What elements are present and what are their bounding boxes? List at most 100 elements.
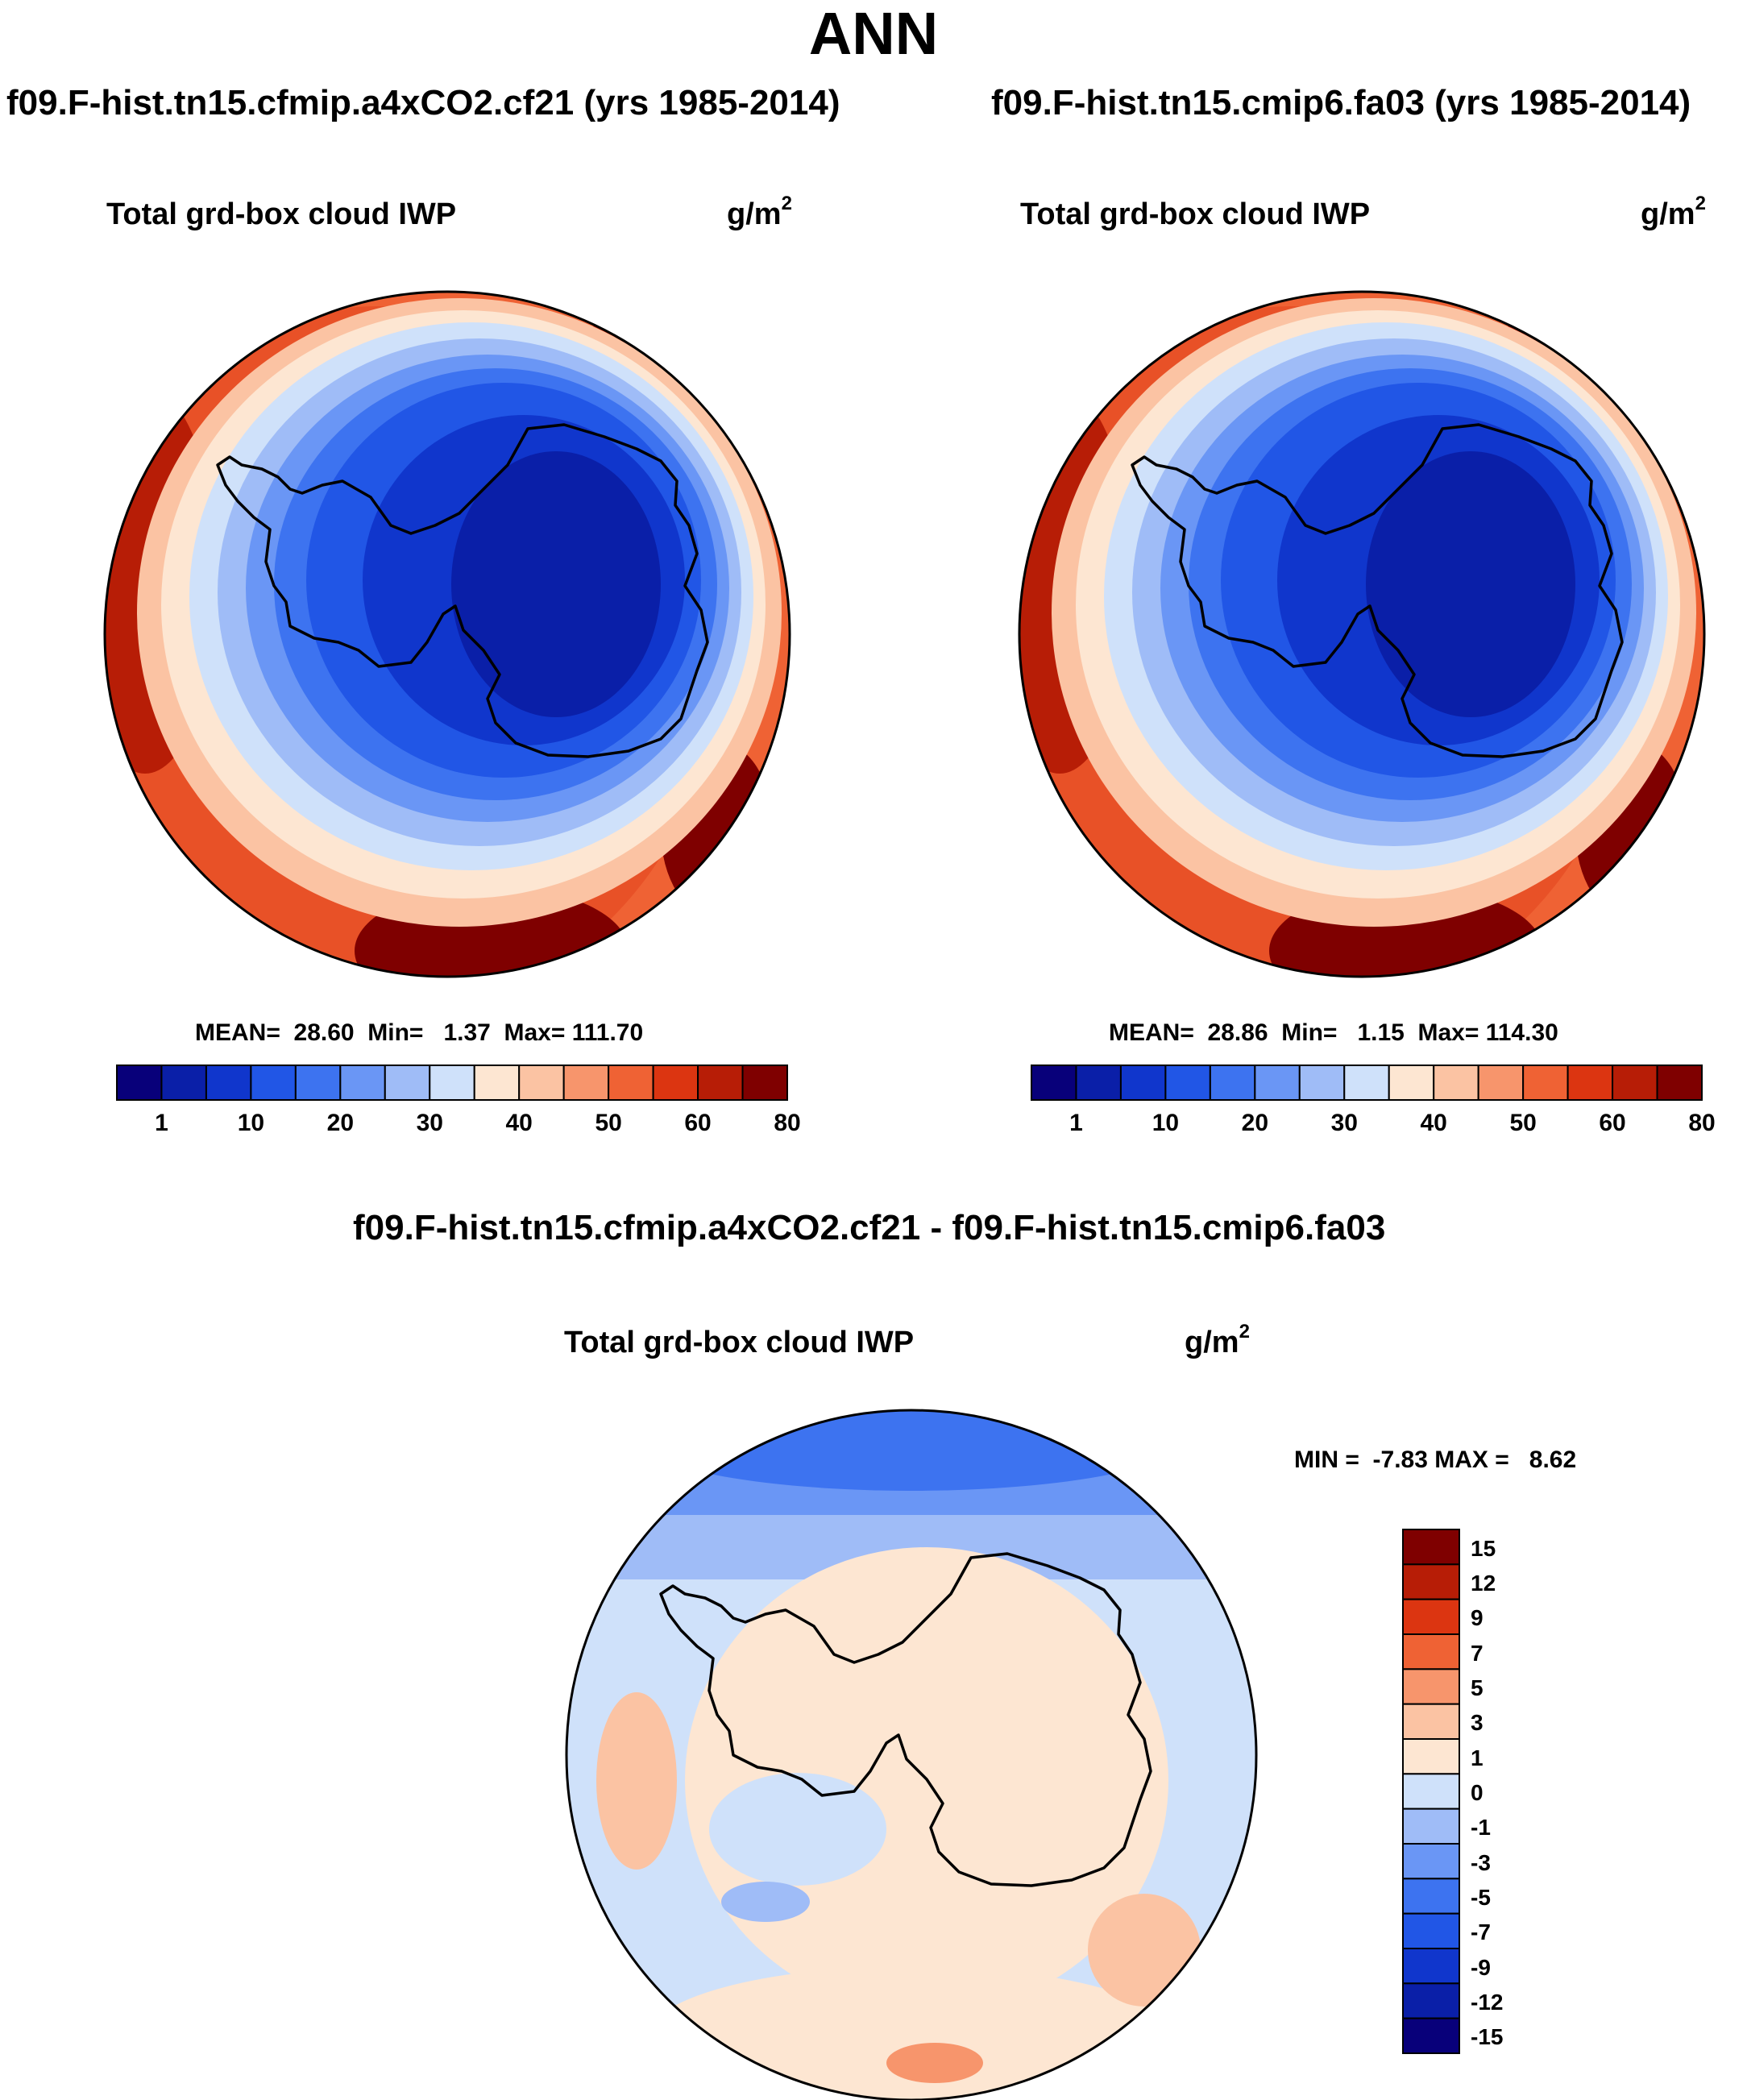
panel-1-colorbar-tick-label: 30 (416, 1110, 443, 1136)
panel-3-se-positive (1088, 1894, 1201, 2007)
panel-1-stats: MEAN= 28.60 Min= 1.37 Max= 111.70 (195, 1019, 644, 1046)
panel-1-colorbar-tick-label: 50 (595, 1110, 622, 1136)
panel-1-colorbar-cell (250, 1065, 297, 1101)
panel-1-colorbar-tick-label: 1 (155, 1110, 168, 1136)
panel-2-colorbar-cell (1298, 1065, 1346, 1101)
panel-3-colorbar-tick-label: 12 (1471, 1571, 1496, 1596)
panel-2-colorbar-tick-label: 30 (1330, 1110, 1358, 1136)
panel-2-units: g/m2 (1641, 193, 1706, 232)
panel-3-colorbar-tick-label: 9 (1471, 1605, 1483, 1631)
panel-1-map-border (103, 290, 791, 978)
panel-1-colorbar-cell (339, 1065, 386, 1101)
panel-3-colorbar-tick-label: -15 (1471, 2024, 1504, 2050)
panel-2-contour-5 (1366, 451, 1575, 717)
panel-3-north-minimum (629, 1410, 1193, 1491)
panel-1-colorbar-cell (608, 1065, 654, 1101)
panel-3-colorbar-tick-label: 5 (1471, 1675, 1483, 1700)
panel-2-colorbar-cell (1075, 1065, 1122, 1101)
panel-1-map (103, 290, 791, 978)
panel-2-colorbar-cell (1612, 1065, 1658, 1101)
panel-1-colorbar-cell (652, 1065, 699, 1101)
panel-2-colorbar-cell (1164, 1065, 1211, 1101)
panel-3-colorbar-cell (1402, 1843, 1460, 1880)
panel-3-colorbar-tick-label: 3 (1471, 1710, 1483, 1736)
panel-2-colorbar-tick-label: 40 (1420, 1110, 1447, 1136)
panel-2-colorbar-tick-label: 50 (1509, 1110, 1537, 1136)
panel-1-colorbar-cell (518, 1065, 565, 1101)
panel-3-colorbar-cell (1402, 1982, 1460, 2019)
panel-1-colorbar-cell (384, 1065, 431, 1101)
panel-1-colorbar-cell (697, 1065, 744, 1101)
panel-3-colorbar-tick-label: 0 (1471, 1780, 1483, 1805)
panel-1-case-title: f09.F-hist.tn15.cfmip.a4xCO2.cf21 (yrs 1… (6, 83, 840, 122)
panel-3-colorbar-cell (1402, 1738, 1460, 1775)
panel-3-colorbar-tick-label: -9 (1471, 1954, 1491, 1980)
panel-1-colorbar-cell (294, 1065, 342, 1101)
panel-3-south-maximum (886, 2043, 983, 2083)
panel-3-colorbar-cell (1402, 1878, 1460, 1915)
panel-1-colorbar-cell (160, 1065, 207, 1101)
panel-3-colorbar-cell (1402, 1948, 1460, 1985)
panel-2-colorbar-cell (1522, 1065, 1569, 1101)
panel-3-colorbar-cell (1402, 1563, 1460, 1600)
panel-1-contour-5 (451, 451, 661, 717)
panel-3-colorbar-cell (1402, 1598, 1460, 1635)
panel-2-colorbar-tick-label: 10 (1152, 1110, 1180, 1136)
panel-3-stats: MIN = -7.83 MAX = 8.62 (1294, 1446, 1577, 1473)
panel-2-map-border (1018, 290, 1706, 978)
panel-1-units: g/m2 (727, 193, 792, 232)
panel-2-colorbar-cell (1031, 1065, 1077, 1101)
panel-3-colorbar-cell (1402, 1912, 1460, 1950)
panel-2-map (1018, 290, 1706, 978)
panel-1-colorbar-tick-label: 60 (684, 1110, 712, 1136)
panel-3-colorbar-tick-label: -7 (1471, 1919, 1491, 1945)
panel-3-west-positive (596, 1692, 677, 1870)
panel-3-colorbar-tick-label: 7 (1471, 1640, 1483, 1666)
panel-3-colorbar-cell (1402, 1529, 1460, 1566)
panel-1-variable-label: Total grd-box cloud IWP (106, 197, 457, 231)
panel-2-colorbar-cell (1388, 1065, 1435, 1101)
panel-2-colorbar-tick-label: 20 (1241, 1110, 1269, 1136)
panel-3-colorbar-tick-label: 15 (1471, 1535, 1496, 1561)
panel-2-colorbar-cell (1656, 1065, 1703, 1101)
panel-2-colorbar-cell (1477, 1065, 1525, 1101)
panel-2-colorbar-cell (1209, 1065, 1256, 1101)
panel-1-colorbar-tick-label: 10 (237, 1110, 265, 1136)
panel-3-colorbar (1402, 1529, 1460, 2055)
panel-3-colorbar-cell (1402, 1773, 1460, 1810)
panel-3-map (565, 1409, 1258, 2100)
panel-1-colorbar-tick-label: 20 (326, 1110, 355, 1136)
panel-1-colorbar-cell (562, 1065, 610, 1101)
panel-3-colorbar-tick-label: -3 (1471, 1849, 1491, 1875)
panel-1-colorbar-cell (429, 1065, 475, 1101)
panel-2-colorbar-tick-label: 60 (1599, 1110, 1626, 1136)
panel-3-colorbar-cell (1402, 2017, 1460, 2055)
panel-1-colorbar-cell (116, 1065, 163, 1101)
panel-3-colorbar-cell (1402, 1633, 1460, 1670)
panel-3-case-title: f09.F-hist.tn15.cfmip.a4xCO2.cf21 - f09.… (353, 1208, 1386, 1247)
panel-1-colorbar-tick-label: 80 (774, 1110, 801, 1136)
panel-2-stats: MEAN= 28.86 Min= 1.15 Max= 114.30 (1109, 1019, 1558, 1046)
panel-2-colorbar-cell (1119, 1065, 1167, 1101)
panel-2-variable-label: Total grd-box cloud IWP (1020, 197, 1371, 231)
panel-2-colorbar-tick-label: 80 (1688, 1110, 1716, 1136)
panel-1-colorbar-cell (205, 1065, 252, 1101)
panel-2-colorbar-cell (1343, 1065, 1390, 1101)
panel-1-colorbar (116, 1065, 788, 1101)
panel-2-case-title: f09.F-hist.tn15.cmip6.fa03 (yrs 1985-201… (991, 83, 1691, 122)
panel-3-colorbar-cell (1402, 1807, 1460, 1845)
panel-1-colorbar-cell (741, 1065, 788, 1101)
panel-3-map-border (565, 1409, 1258, 2100)
panel-1-colorbar-tick-label: 40 (505, 1110, 533, 1136)
panel-2-colorbar-cell (1254, 1065, 1301, 1101)
panel-3-colorbar-cell (1402, 1668, 1460, 1705)
panel-2-colorbar-tick-label: 1 (1069, 1110, 1083, 1136)
panel-3-colorbar-tick-label: -1 (1471, 1815, 1491, 1841)
panel-2-colorbar-cell (1433, 1065, 1479, 1101)
panel-3-small-negative (721, 1882, 810, 1922)
panel-3-colorbar-tick-label: -5 (1471, 1885, 1491, 1910)
panel-2-colorbar (1031, 1065, 1703, 1101)
panel-3-units: g/m2 (1185, 1321, 1250, 1360)
panel-3-colorbar-tick-label: -12 (1471, 1990, 1504, 2015)
